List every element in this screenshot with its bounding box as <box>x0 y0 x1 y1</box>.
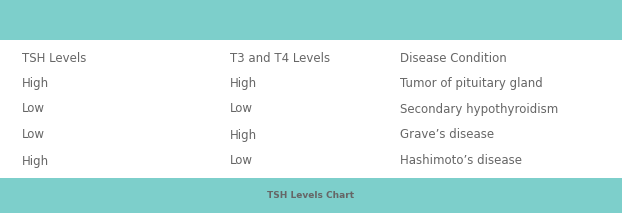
Text: T3 and T4 Levels: T3 and T4 Levels <box>230 52 330 65</box>
Text: Low: Low <box>22 102 45 115</box>
Bar <box>0 0 622 40</box>
Text: Disease Condition: Disease Condition <box>400 52 507 65</box>
Text: Hashimoto’s disease: Hashimoto’s disease <box>400 154 522 167</box>
Text: TSH Levels Chart: TSH Levels Chart <box>267 191 355 200</box>
Text: High: High <box>230 128 257 141</box>
Text: Grave’s disease: Grave’s disease <box>400 128 494 141</box>
Text: High: High <box>22 76 49 89</box>
Text: Low: Low <box>230 102 253 115</box>
Text: High: High <box>22 154 49 167</box>
Text: Low: Low <box>22 128 45 141</box>
Bar <box>0 178 622 213</box>
Text: Low: Low <box>230 154 253 167</box>
Text: TSH Levels: TSH Levels <box>22 52 86 65</box>
Text: Tumor of pituitary gland: Tumor of pituitary gland <box>400 76 543 89</box>
Text: High: High <box>230 76 257 89</box>
Text: Secondary hypothyroidism: Secondary hypothyroidism <box>400 102 559 115</box>
